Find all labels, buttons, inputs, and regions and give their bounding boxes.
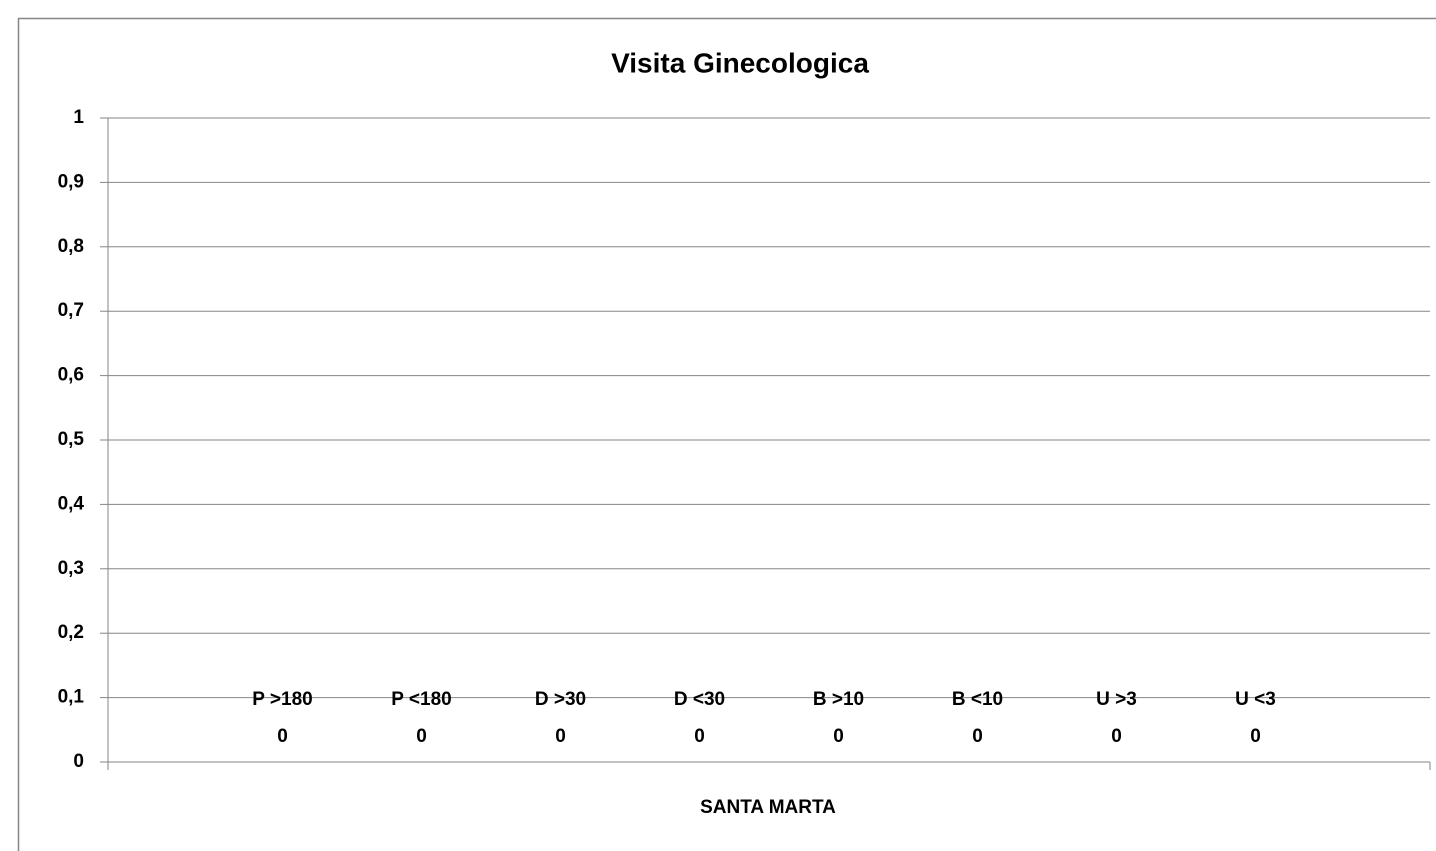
data-label-series: P <180 xyxy=(391,689,451,710)
data-label-series: B >10 xyxy=(813,689,864,710)
data-label: 0 xyxy=(555,726,566,747)
y-tick-label: 0,6 xyxy=(58,365,84,386)
y-tick-label: 0,7 xyxy=(58,300,84,321)
y-tick-label: 0,4 xyxy=(58,493,85,514)
chart-title: Visita Ginecologica xyxy=(611,47,869,78)
data-label-series: D <30 xyxy=(674,689,725,710)
data-label: 0 xyxy=(833,726,844,747)
data-label-series: B <10 xyxy=(952,689,1003,710)
y-tick-label: 0,5 xyxy=(58,429,85,450)
y-tick-label: 0,1 xyxy=(58,687,85,708)
data-label-series: U >3 xyxy=(1096,689,1137,710)
y-tick-label: 0,8 xyxy=(58,236,84,257)
y-tick-label: 0,9 xyxy=(58,171,84,192)
y-tick-label: 0,2 xyxy=(58,622,84,643)
x-axis-label: SANTA MARTA xyxy=(700,797,836,818)
data-label: 0 xyxy=(416,726,427,747)
chart-border xyxy=(17,17,1436,851)
data-label-series: D >30 xyxy=(535,689,586,710)
data-label: 0 xyxy=(1111,726,1122,747)
data-label: 0 xyxy=(694,726,705,747)
data-label: 0 xyxy=(277,726,288,747)
y-tick-label: 0 xyxy=(73,751,84,772)
data-label: 0 xyxy=(1250,726,1261,747)
data-label: 0 xyxy=(972,726,983,747)
y-tick-label: 0,3 xyxy=(58,558,84,579)
data-label-series: U <3 xyxy=(1235,689,1276,710)
data-label-series: P >180 xyxy=(252,689,312,710)
y-tick-label: 1 xyxy=(73,107,84,128)
